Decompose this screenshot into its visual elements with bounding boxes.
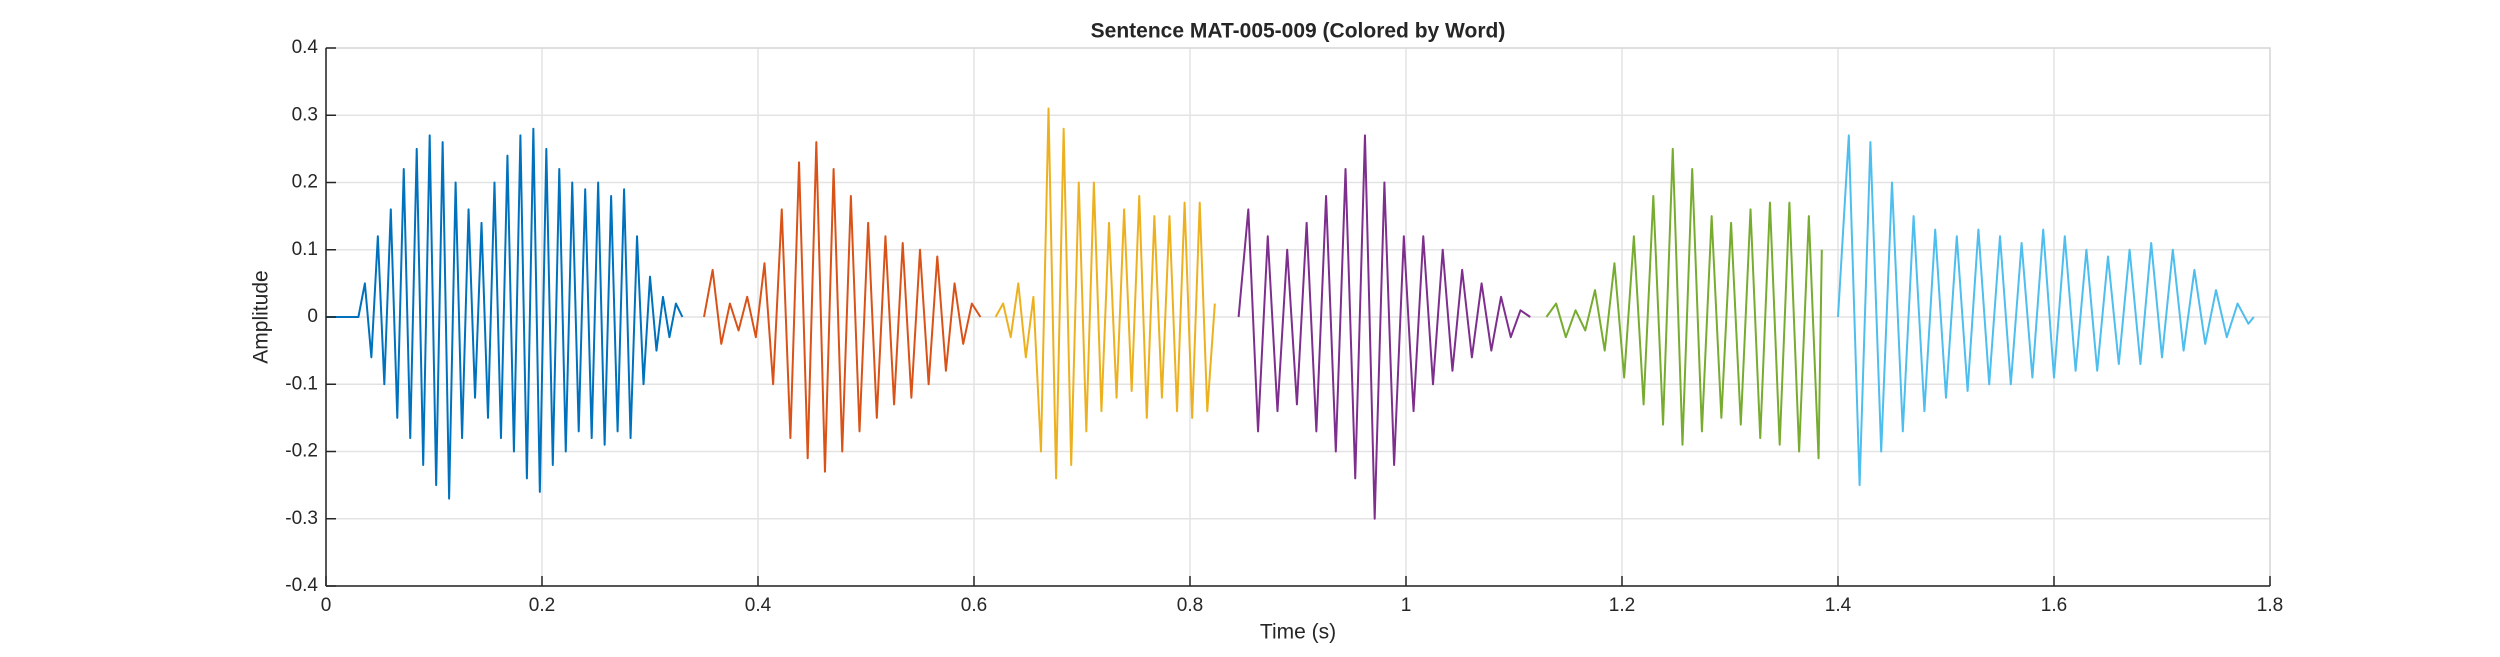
x-tick-label: 0 [321, 595, 332, 616]
waveform-line [326, 127, 684, 500]
y-tick-label: 0.1 [292, 239, 318, 260]
waveform-line [1237, 134, 1531, 520]
chart-title: Sentence MAT-005-009 (Colored by Word) [1091, 20, 1506, 43]
y-axis-label: Amplitude [250, 270, 273, 363]
x-tick-label: 0.6 [961, 595, 987, 616]
x-tick-label: 0.2 [529, 595, 555, 616]
y-tick-label: 0 [307, 306, 318, 327]
x-tick-label: 0.4 [745, 595, 772, 616]
x-tick-label: 1.8 [2257, 595, 2283, 616]
y-tick-label: -0.2 [285, 441, 318, 462]
x-axis-label: Time (s) [1260, 621, 1336, 644]
y-tick-label: 0.4 [292, 37, 319, 58]
waveform-line [994, 107, 1216, 480]
y-tick-label: -0.1 [285, 373, 318, 394]
y-tick-label: -0.4 [285, 575, 318, 596]
axes: 0 0.2 0.4 0.6 0.8 1 1.2 1.4 1.6 1.8 -0.4 -0.3 -0.2 -0… [285, 37, 2283, 616]
x-tick-label: 1.2 [1609, 595, 1635, 616]
x-tick-label: 0.8 [1177, 595, 1203, 616]
plot-area [326, 107, 2255, 520]
y-tick-label: 0.3 [292, 104, 318, 125]
x-tick-label: 1.6 [2041, 595, 2067, 616]
waveform-line [1545, 147, 1823, 460]
waveform-line [1837, 134, 2255, 487]
waveform-line [703, 141, 982, 473]
x-tick-label: 1 [1401, 595, 1412, 616]
x-tick-label: 1.4 [1825, 595, 1852, 616]
y-tick-label: -0.3 [285, 508, 318, 529]
y-tick-label: 0.2 [292, 172, 318, 193]
